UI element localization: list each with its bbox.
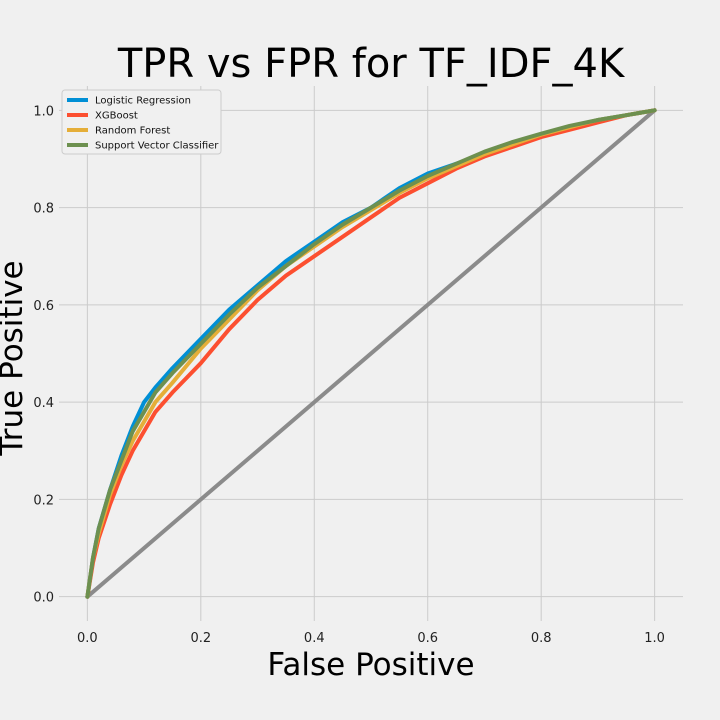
x-tick-label: 0.6 bbox=[417, 631, 438, 646]
legend-label-random-forest: Random Forest bbox=[95, 126, 170, 137]
x-tick-label: 0.0 bbox=[77, 631, 98, 646]
series-line-diagonal bbox=[85, 108, 657, 599]
chart-title: TPR vs FPR for TF_IDF_4K bbox=[117, 41, 626, 87]
x-tick-label: 0.2 bbox=[190, 631, 211, 646]
series-line-support-vector-classifier bbox=[85, 108, 657, 599]
series-layer bbox=[85, 108, 657, 599]
x-tick-label: 0.8 bbox=[531, 631, 552, 646]
legend-frame bbox=[61, 89, 222, 155]
tick-labels: 0.0 0.2 0.4 0.6 0.8 1.0 0.0 0.2 0.4 0.6 0.8 1.0 bbox=[33, 104, 665, 646]
x-axis-label: False Positive bbox=[267, 647, 474, 683]
series-line-xgboost bbox=[85, 108, 657, 599]
y-tick-label: 0.4 bbox=[33, 396, 54, 411]
x-tick-label: 1.0 bbox=[644, 631, 665, 646]
x-tick-label: 0.4 bbox=[304, 631, 325, 646]
y-axis-label: True Positive bbox=[0, 260, 30, 456]
legend-label-logistic-regression: Logistic Regression bbox=[95, 96, 191, 107]
legend-label-xgboost: XGBoost bbox=[95, 111, 138, 122]
y-tick-label: 0.6 bbox=[33, 299, 54, 314]
y-tick-label: 1.0 bbox=[33, 104, 54, 119]
legend: Logistic Regression XGBoost Random Forest S… bbox=[61, 89, 222, 155]
legend-label-support-vector-classifier: Support Vector Classifier bbox=[95, 141, 219, 152]
y-tick-label: 0.2 bbox=[33, 493, 54, 508]
y-tick-label: 0.0 bbox=[33, 591, 54, 606]
y-tick-label: 0.8 bbox=[33, 202, 54, 217]
